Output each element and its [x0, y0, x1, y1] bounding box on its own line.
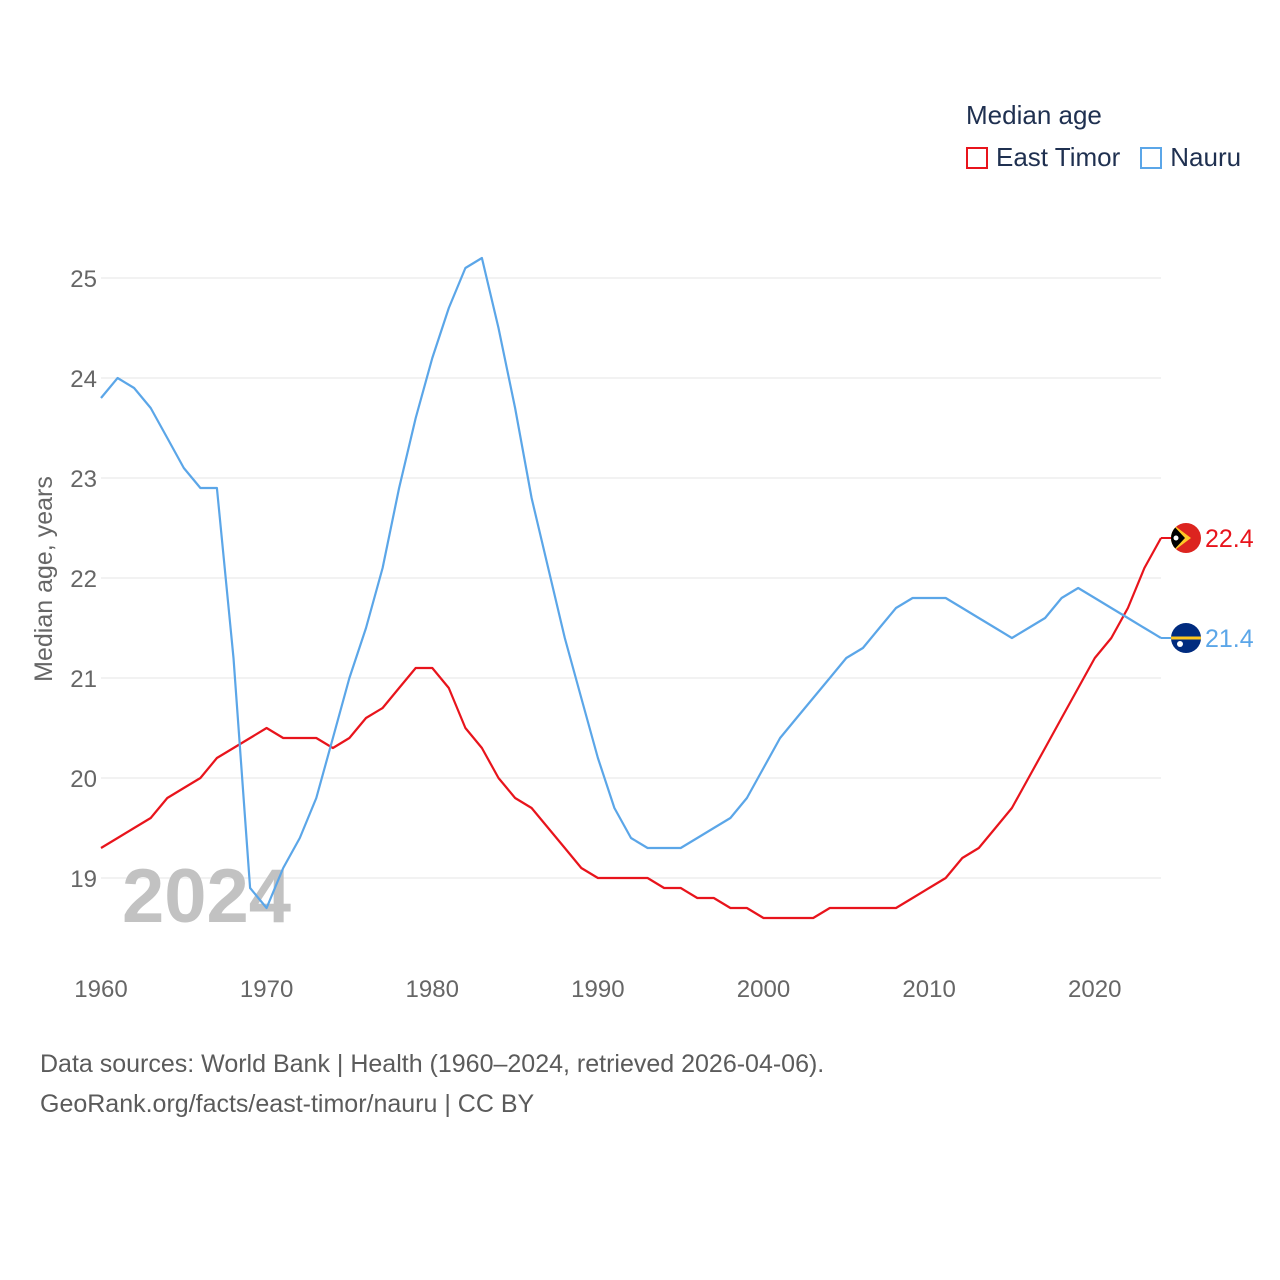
legend-swatch-east-timor — [966, 146, 988, 169]
legend-title: Median age — [966, 100, 1102, 130]
end-markers: 22.4 21.4 — [1161, 523, 1254, 653]
x-tick-label: 1970 — [240, 976, 293, 1003]
x-tick-label: 1990 — [571, 976, 624, 1003]
y-tick-label: 19 — [70, 866, 97, 893]
source-line-1: Data sources: World Bank | Health (1960–… — [40, 1050, 825, 1078]
legend-item-east-timor[interactable]: East Timor — [966, 142, 1120, 173]
grid-lines — [101, 277, 1161, 879]
x-tick-label: 2010 — [902, 976, 955, 1003]
x-tick-label: 2020 — [1068, 976, 1121, 1003]
legend-item-nauru[interactable]: Nauru — [1140, 142, 1241, 173]
y-axis-ticks: 19 20 21 22 23 24 25 — [70, 266, 97, 893]
legend: East Timor Nauru — [966, 142, 1241, 173]
y-tick-label: 23 — [70, 466, 97, 493]
flag-icon-east-timor — [1171, 523, 1201, 553]
year-watermark: 2024 — [122, 854, 291, 939]
y-tick-label: 20 — [70, 766, 97, 793]
y-tick-label: 24 — [70, 366, 97, 393]
y-tick-label: 25 — [70, 266, 97, 293]
x-tick-label: 1960 — [74, 976, 127, 1003]
end-value-label-nauru: 21.4 — [1205, 625, 1254, 653]
legend-label-east-timor: East Timor — [996, 142, 1121, 172]
flag-icon-nauru — [1171, 623, 1201, 653]
series-line-nauru[interactable] — [100, 256, 1162, 910]
legend-label-nauru: Nauru — [1170, 142, 1242, 172]
x-tick-label: 1980 — [406, 976, 459, 1003]
legend-swatch-nauru — [1140, 146, 1163, 169]
y-axis-label: Median age, years — [30, 476, 58, 682]
source-line-2[interactable]: GeoRank.org/facts/east-timor/nauru | CC … — [40, 1090, 535, 1118]
series-lines — [100, 256, 1162, 920]
x-tick-label: 2000 — [737, 976, 790, 1003]
y-tick-label: 21 — [70, 666, 97, 693]
y-tick-label: 22 — [70, 566, 97, 593]
source-note: Data sources: World Bank | Health (1960–… — [40, 1044, 824, 1124]
series-line-east-timor[interactable] — [100, 537, 1162, 920]
end-value-label-east-timor: 22.4 — [1205, 525, 1254, 553]
x-axis-ticks: 1960 1970 1980 1990 2000 2010 2020 — [74, 976, 1121, 1003]
